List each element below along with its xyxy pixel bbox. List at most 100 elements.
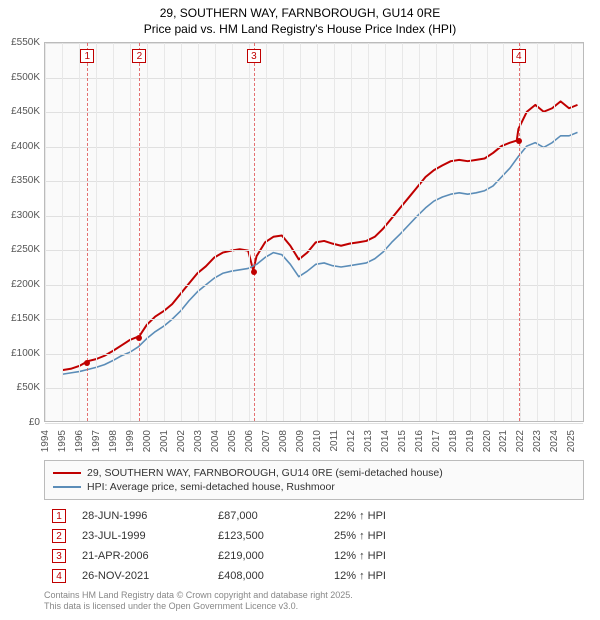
gridline-h [45, 319, 583, 320]
sale-marker: 3 [52, 549, 66, 563]
y-axis-label: £400K [4, 141, 40, 152]
x-axis-label: 1996 [74, 430, 85, 460]
gridline-h [45, 78, 583, 79]
x-axis-label: 2000 [142, 430, 153, 460]
y-axis-label: £0 [4, 417, 40, 428]
sale-marker: 4 [52, 569, 66, 583]
gridline-v [554, 43, 555, 421]
sale-marker: 2 [52, 529, 66, 543]
x-axis-label: 2012 [346, 430, 357, 460]
legend-swatch [53, 472, 81, 475]
event-marker: 3 [247, 49, 261, 63]
gridline-h [45, 250, 583, 251]
legend-label: HPI: Average price, semi-detached house,… [87, 481, 335, 493]
gridline-v [62, 43, 63, 421]
sale-price: £87,000 [218, 510, 318, 522]
footnote: Contains HM Land Registry data © Crown c… [44, 590, 584, 613]
gridline-v [487, 43, 488, 421]
gridline-v [520, 43, 521, 421]
event-line [254, 43, 255, 421]
x-axis-label: 2011 [329, 430, 340, 460]
y-axis-label: £200K [4, 279, 40, 290]
title-line2: Price paid vs. HM Land Registry's House … [0, 22, 600, 38]
gridline-v [147, 43, 148, 421]
gridline-v [351, 43, 352, 421]
gridline-h [45, 423, 583, 424]
sale-price: £408,000 [218, 570, 318, 582]
event-marker: 1 [80, 49, 94, 63]
y-axis-label: £500K [4, 72, 40, 83]
x-axis-label: 1994 [40, 430, 51, 460]
y-axis-label: £50K [4, 382, 40, 393]
gridline-h [45, 147, 583, 148]
x-axis-label: 2013 [363, 430, 374, 460]
gridline-v [249, 43, 250, 421]
x-axis-label: 2017 [431, 430, 442, 460]
event-line [139, 43, 140, 421]
gridline-h [45, 181, 583, 182]
x-axis-label: 2007 [261, 430, 272, 460]
gridline-h [45, 216, 583, 217]
gridline-h [45, 354, 583, 355]
gridline-v [300, 43, 301, 421]
chart-svg [45, 43, 583, 421]
y-axis-label: £450K [4, 106, 40, 117]
title-line1: 29, SOUTHERN WAY, FARNBOROUGH, GU14 0RE [0, 6, 600, 22]
x-axis-label: 2018 [448, 430, 459, 460]
gridline-v [537, 43, 538, 421]
gridline-v [79, 43, 80, 421]
y-axis-label: £100K [4, 348, 40, 359]
x-axis-label: 2005 [227, 430, 238, 460]
chart-title: 29, SOUTHERN WAY, FARNBOROUGH, GU14 0RE … [0, 0, 600, 37]
legend-label: 29, SOUTHERN WAY, FARNBOROUGH, GU14 0RE … [87, 467, 443, 479]
y-axis-label: £350K [4, 175, 40, 186]
gridline-v [402, 43, 403, 421]
sale-row: 223-JUL-1999£123,50025% ↑ HPI [44, 526, 584, 546]
legend-item: HPI: Average price, semi-detached house,… [53, 481, 575, 493]
gridline-v [164, 43, 165, 421]
gridline-h [45, 43, 583, 44]
sale-row: 321-APR-2006£219,00012% ↑ HPI [44, 546, 584, 566]
x-axis-label: 2002 [176, 430, 187, 460]
x-axis-label: 2014 [380, 430, 391, 460]
x-axis-label: 2001 [159, 430, 170, 460]
gridline-h [45, 285, 583, 286]
sale-date: 21-APR-2006 [82, 550, 202, 562]
sale-delta: 12% ↑ HPI [334, 570, 576, 582]
legend-swatch [53, 486, 81, 489]
x-axis-label: 2015 [397, 430, 408, 460]
gridline-v [571, 43, 572, 421]
x-axis-label: 2023 [532, 430, 543, 460]
y-axis-label: £300K [4, 210, 40, 221]
gridline-v [453, 43, 454, 421]
event-marker: 4 [512, 49, 526, 63]
x-axis-label: 1999 [125, 430, 136, 460]
x-axis-label: 1995 [57, 430, 68, 460]
sale-delta: 22% ↑ HPI [334, 510, 576, 522]
sale-marker: 1 [52, 509, 66, 523]
y-axis-label: £250K [4, 244, 40, 255]
x-axis-label: 2006 [244, 430, 255, 460]
gridline-v [470, 43, 471, 421]
gridline-v [368, 43, 369, 421]
gridline-v [181, 43, 182, 421]
x-axis-label: 2022 [515, 430, 526, 460]
sale-delta: 25% ↑ HPI [334, 530, 576, 542]
gridline-v [266, 43, 267, 421]
gridline-v [215, 43, 216, 421]
x-axis-label: 2019 [465, 430, 476, 460]
gridline-h [45, 112, 583, 113]
gridline-v [113, 43, 114, 421]
gridline-v [334, 43, 335, 421]
x-axis-label: 2021 [498, 430, 509, 460]
event-marker: 2 [132, 49, 146, 63]
sale-row: 426-NOV-2021£408,00012% ↑ HPI [44, 566, 584, 586]
x-axis-label: 2010 [312, 430, 323, 460]
sale-date: 28-JUN-1996 [82, 510, 202, 522]
x-axis-label: 2008 [278, 430, 289, 460]
gridline-v [96, 43, 97, 421]
y-axis-label: £550K [4, 37, 40, 48]
gridline-v [198, 43, 199, 421]
x-axis-label: 1998 [108, 430, 119, 460]
gridline-v [283, 43, 284, 421]
